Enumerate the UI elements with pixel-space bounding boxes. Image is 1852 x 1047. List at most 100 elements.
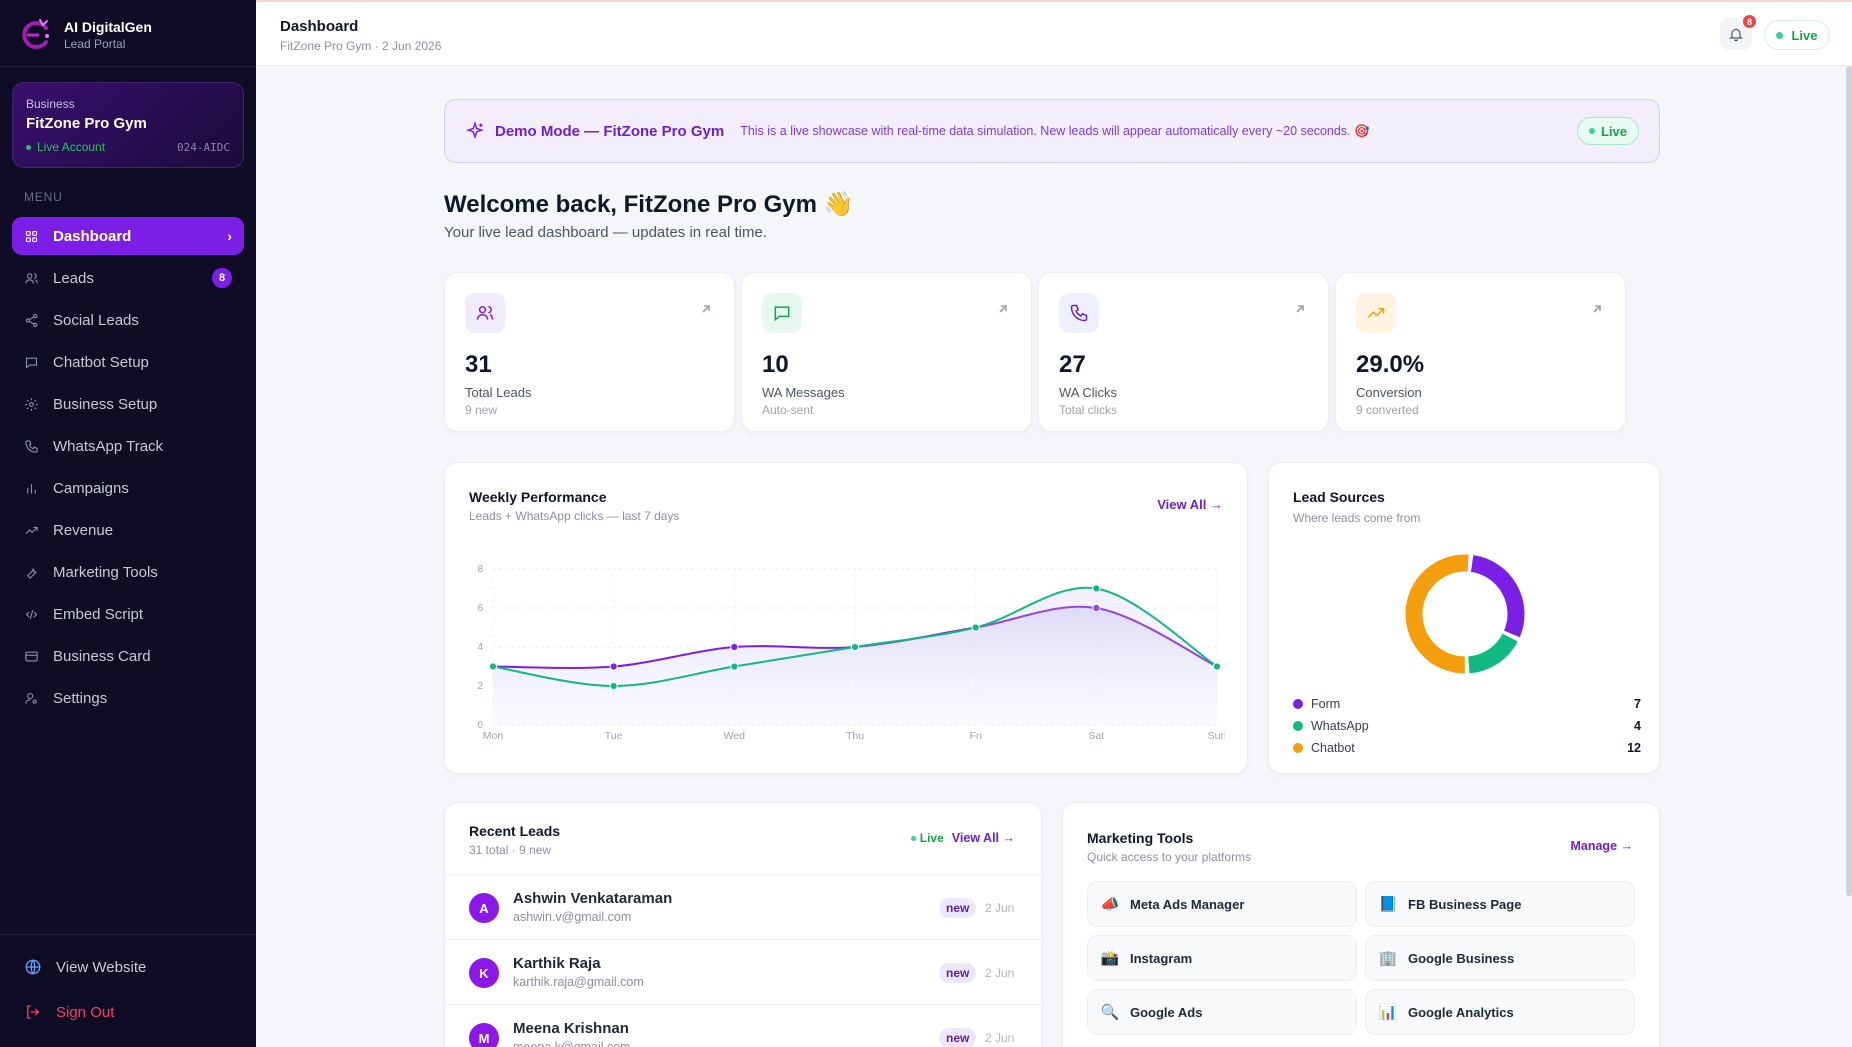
lead-sources-subtitle: Where leads come from [1293, 511, 1421, 525]
tool-google-analytics[interactable]: 📊 Google Analytics [1365, 989, 1635, 1035]
weekly-performance-card: Weekly Performance Leads + WhatsApp clic… [444, 462, 1248, 774]
data-point [609, 662, 618, 671]
recent-leads-subtitle: 31 total · 9 new [469, 843, 552, 857]
table-row[interactable]: A Ashwin Venkataraman ashwin.v@gmail.com ne… [445, 874, 1041, 939]
sidebar-item-campaigns[interactable]: Campaigns [12, 469, 244, 507]
status-badge: new [939, 1028, 977, 1047]
business-name: FitZone Pro Gym [26, 115, 147, 132]
sidebar-item-label: Campaigns [53, 479, 129, 497]
sidebar-item-settings[interactable]: Settings [12, 679, 244, 717]
view-website-label: View Website [56, 958, 147, 976]
weekly-subtitle: Leads + WhatsApp clicks — last 7 days [469, 509, 680, 523]
stat-card-conversion[interactable]: 29.0% Conversion 9 converted [1335, 272, 1626, 432]
sidebar-item-chatbot-setup[interactable]: Chatbot Setup [12, 343, 244, 381]
recent-view-all-link[interactable]: View All → [951, 831, 1015, 845]
sidebar-item-dashboard[interactable]: Dashboard › [12, 217, 244, 255]
sidebar-item-business-card[interactable]: Business Card [12, 637, 244, 675]
sidebar-item-label: Leads [53, 269, 94, 287]
tool-instagram[interactable]: 📸 Instagram [1087, 935, 1357, 981]
donut-slice-form [1470, 555, 1525, 638]
legend-swatch [1293, 699, 1303, 709]
stat-card-wa-messages[interactable]: 10 WA Messages Auto-sent [741, 272, 1032, 432]
lead-sources-card: Lead Sources Where leads come from Form 7… [1268, 462, 1660, 774]
lead-email: karthik.raja@gmail.com [513, 975, 644, 989]
lead-name: Meena Krishnan [513, 1020, 629, 1037]
logout-icon [27, 1005, 40, 1019]
legend-swatch [1293, 721, 1303, 731]
brand[interactable]: AI DigitalGen Lead Portal [18, 16, 152, 54]
avatar: M [469, 1023, 499, 1047]
sidebar-item-business-setup[interactable]: Business Setup [12, 385, 244, 423]
stat-value: 31 [465, 351, 492, 378]
view-website-link[interactable]: View Website [24, 958, 146, 976]
x-tick-label: Sun [1208, 730, 1225, 742]
x-tick-label: Tue [605, 730, 623, 742]
stat-sub-label: 9 new [465, 403, 498, 417]
sidebar-item-leads[interactable]: Leads 8 [12, 259, 244, 297]
stat-card-total-leads[interactable]: 31 Total Leads 9 new [444, 272, 735, 432]
tool-label: Instagram [1130, 950, 1193, 966]
sign-out-button[interactable]: Sign Out [24, 1003, 114, 1021]
weekly-view-all-link[interactable]: View All → [1157, 497, 1223, 512]
donut-slice-chatbot [1405, 554, 1469, 674]
table-row[interactable]: K Karthik Raja karthik.raja@gmail.com new 2 … [445, 939, 1041, 1004]
y-tick-label: 0 [477, 720, 483, 731]
sign-out-label: Sign Out [56, 1003, 115, 1021]
recent-leads-title: Recent Leads [469, 823, 561, 839]
user-settings-icon [25, 692, 37, 704]
sidebar-nav: Dashboard › Leads 8 Social Leads Chatbot Setu… [12, 217, 244, 721]
live-status-pill[interactable]: Live [1764, 20, 1830, 50]
table-row[interactable]: M Meena Krishnan meena.k@gmail.com new 2 Jun [445, 1004, 1041, 1047]
stat-card-wa-clicks[interactable]: 27 WA Clicks Total clicks [1038, 272, 1329, 432]
sidebar-item-marketing-tools[interactable]: Marketing Tools [12, 553, 244, 591]
sidebar-item-social-leads[interactable]: Social Leads [12, 301, 244, 339]
stat-value: 29.0% [1356, 351, 1425, 378]
lead-name: Karthik Raja [513, 955, 601, 972]
arrow-up-right-icon [1296, 305, 1304, 313]
x-tick-label: Wed [724, 730, 746, 742]
topbar: Dashboard FitZone Pro Gym · 2 Jun 2026 8… [256, 0, 1852, 66]
tool-google-ads[interactable]: 🔍 Google Ads [1087, 989, 1357, 1035]
sidebar-item-label: Chatbot Setup [53, 353, 149, 371]
lead-date: 2 Jun [985, 1031, 1015, 1045]
data-point [488, 662, 498, 671]
recent-leads-card: Recent Leads 31 total · 9 new Live View … [444, 802, 1042, 1047]
menu-label: MENU [24, 190, 63, 204]
welcome-subtitle: Your live lead dashboard — updates in re… [444, 224, 767, 241]
stat-sub-label: Total clicks [1059, 403, 1118, 417]
phone-icon [25, 439, 38, 453]
business-code: 024-AIDC [177, 140, 230, 154]
lead-sources-donut-chart [1405, 554, 1525, 674]
business-card-widget[interactable]: Business FitZone Pro Gym Live Account 02… [12, 82, 244, 168]
sidebar-item-revenue[interactable]: Revenue [12, 511, 244, 549]
trend-icon [1367, 308, 1385, 318]
notification-count-badge: 8 [1743, 15, 1756, 28]
legend-item-chatbot: Chatbot 12 [1293, 741, 1641, 755]
legend-name: WhatsApp [1311, 719, 1369, 733]
sidebar-item-whatsapp-track[interactable]: WhatsApp Track [12, 427, 244, 465]
recent-leads-actions: Live View All → [910, 831, 1015, 845]
legend-name: Chatbot [1311, 741, 1355, 755]
stat-icon-wrap [465, 293, 505, 333]
sidebar-item-embed-script[interactable]: Embed Script [12, 595, 244, 633]
tool-meta-ads-manager[interactable]: 📣 Meta Ads Manager [1087, 881, 1357, 927]
stat-sub-label: Auto-sent [762, 403, 814, 417]
demo-title: Demo Mode — FitZone Pro Gym [495, 122, 725, 140]
y-tick-label: 4 [477, 642, 483, 653]
legend-item-whatsapp: WhatsApp 4 [1293, 719, 1641, 733]
legend-name: Form [1311, 697, 1341, 711]
legend-value: 12 [1627, 741, 1641, 755]
marketing-manage-link[interactable]: Manage → [1570, 839, 1633, 853]
stat-icon-wrap [1059, 293, 1099, 333]
share-icon [25, 313, 38, 327]
tool-google-business[interactable]: 🏢 Google Business [1365, 935, 1635, 981]
data-point [850, 642, 860, 652]
brand-logo-icon [22, 19, 49, 49]
tool-fb-business-page[interactable]: 📘 FB Business Page [1365, 881, 1635, 927]
legend-value: 4 [1634, 719, 1641, 733]
weekly-line-chart: 0 2 4 6 8 Mon Tue Wed Thu Fri Sat Sun [477, 564, 1225, 742]
notifications-button[interactable]: 8 [1720, 15, 1756, 50]
phone-icon [1070, 304, 1088, 322]
bar-chart-icon [27, 483, 36, 493]
page-scrollbar[interactable] [1846, 66, 1852, 896]
